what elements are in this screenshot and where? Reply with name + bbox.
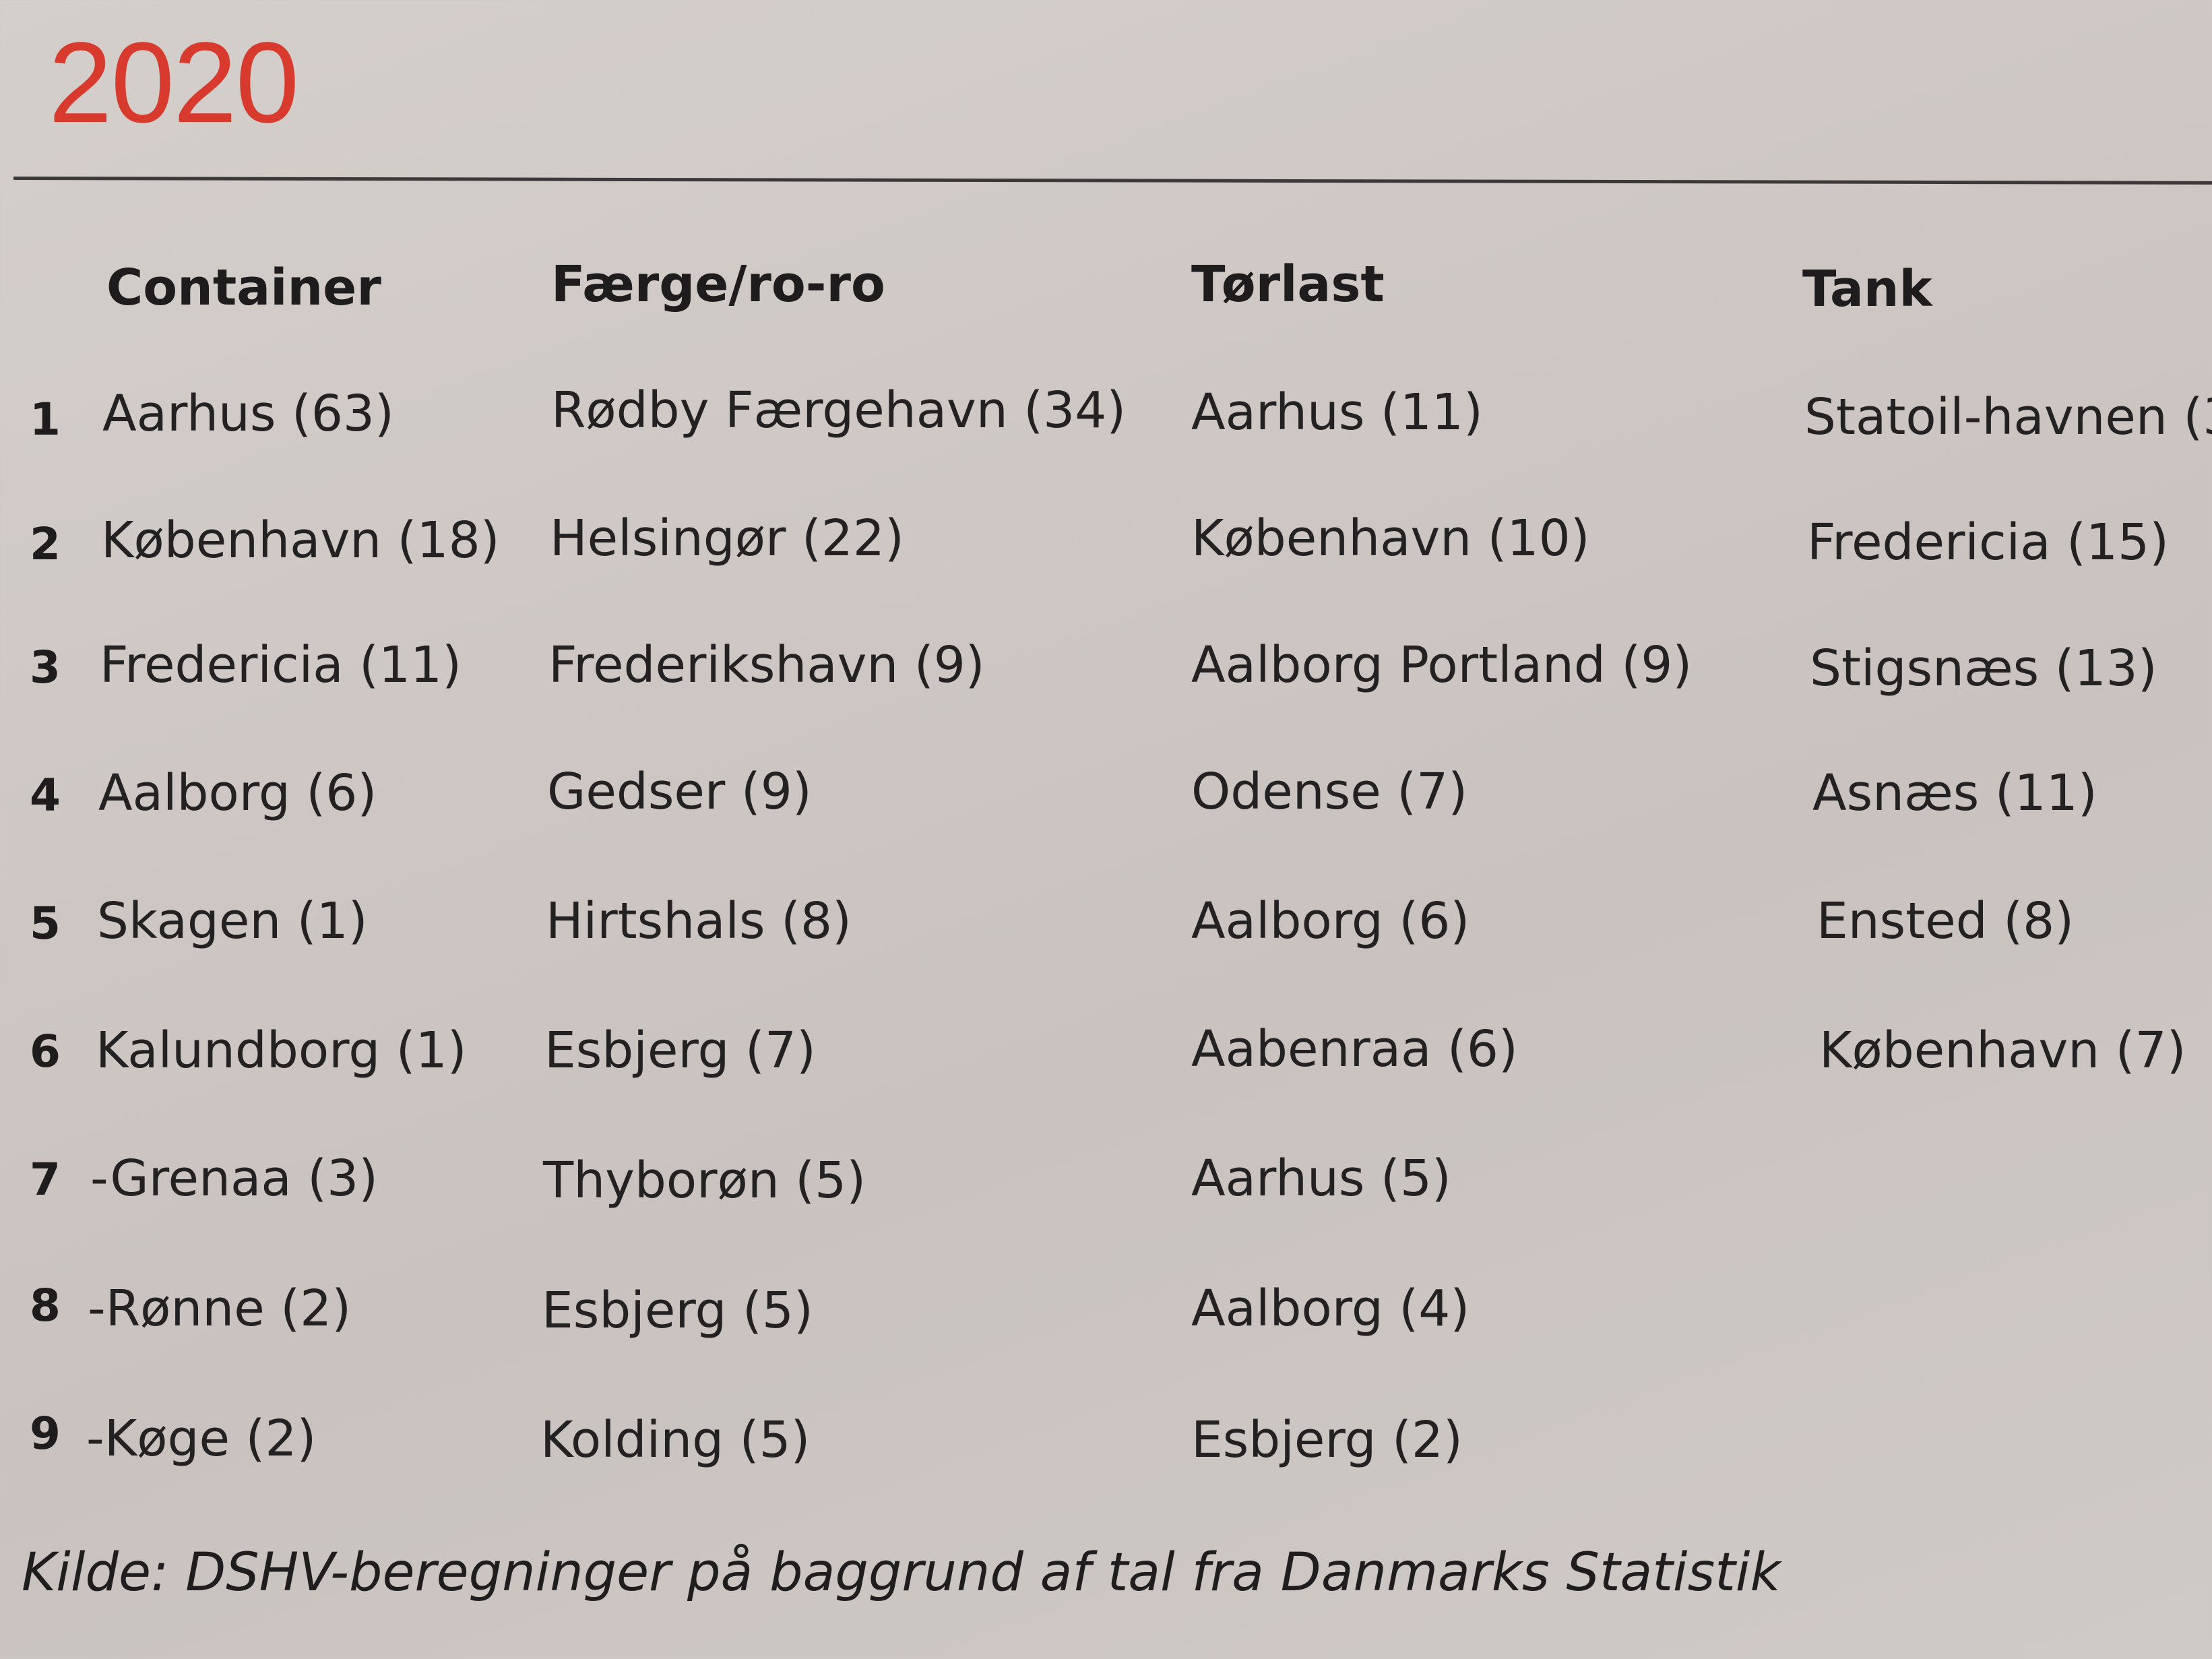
column-header-ferry-roro: Færge/ro-ro <box>551 255 885 313</box>
cell-drybulk-6: Aabenraa (6) <box>1191 1020 1518 1078</box>
cell-tank-5: Ensted (8) <box>1816 892 2075 950</box>
cell-ferry-1: Rødby Færgehavn (34) <box>551 381 1127 439</box>
cell-container-3: Fredericia (11) <box>100 636 462 694</box>
cell-drybulk-3: Aalborg Portland (9) <box>1191 636 1693 694</box>
rank-2: 2 <box>30 518 61 570</box>
cell-ferry-5: Hirtshals (8) <box>546 892 852 950</box>
cell-ferry-6: Esbjerg (7) <box>544 1022 816 1079</box>
cell-container-7: -Grenaa (3) <box>90 1150 379 1208</box>
cell-tank-2: Fredericia (15) <box>1807 513 2170 571</box>
cell-container-6: Kalundborg (1) <box>96 1022 467 1079</box>
rank-4: 4 <box>30 770 61 821</box>
cell-ferry-7: Thyborøn (5) <box>543 1152 866 1210</box>
cell-ferry-4: Gedser (9) <box>547 763 812 821</box>
cell-container-8: -Rønne (2) <box>88 1280 352 1338</box>
rank-1: 1 <box>30 394 61 445</box>
rank-9: 9 <box>30 1408 61 1460</box>
cell-tank-6: København (7) <box>1819 1022 2186 1079</box>
cell-ferry-8: Esbjerg (5) <box>542 1282 813 1340</box>
column-header-tank: Tank <box>1802 260 1932 318</box>
source-note: Kilde: DSHV-beregninger på baggrund af t… <box>22 1542 1781 1603</box>
cell-drybulk-8: Aalborg (4) <box>1191 1280 1470 1338</box>
cell-ferry-3: Frederikshavn (9) <box>548 636 985 694</box>
cell-container-1: Aarhus (63) <box>102 385 394 443</box>
rank-7: 7 <box>30 1154 61 1206</box>
cell-container-4: Aalborg (6) <box>98 764 377 822</box>
cell-drybulk-2: København (10) <box>1191 509 1590 567</box>
cell-drybulk-5: Aalborg (6) <box>1191 892 1470 950</box>
cell-tank-4: Asnæs (11) <box>1812 764 2097 822</box>
cell-container-2: København (18) <box>101 511 500 569</box>
rank-8: 8 <box>30 1280 61 1332</box>
cell-ferry-2: Helsingør (22) <box>550 509 904 567</box>
rank-5: 5 <box>30 898 61 949</box>
cell-drybulk-9: Esbjerg (2) <box>1191 1411 1463 1469</box>
column-header-container: Container <box>106 259 381 317</box>
column-header-dry-bulk: Tørlast <box>1191 255 1385 313</box>
rank-6: 6 <box>30 1026 61 1077</box>
cell-ferry-9: Kolding (5) <box>540 1411 811 1469</box>
cell-drybulk-7: Aarhus (5) <box>1191 1150 1451 1208</box>
cell-tank-1: Statoil-havnen (32 <box>1804 388 2212 446</box>
cell-tank-3: Stigsnæs (13) <box>1810 639 2157 697</box>
cell-drybulk-4: Odense (7) <box>1191 763 1468 821</box>
rank-3: 3 <box>30 641 61 693</box>
year-heading: 2020 <box>49 19 299 147</box>
cell-container-9: -Køge (2) <box>86 1410 317 1468</box>
cell-container-5: Skagen (1) <box>97 892 368 950</box>
cell-drybulk-1: Aarhus (11) <box>1191 383 1483 441</box>
